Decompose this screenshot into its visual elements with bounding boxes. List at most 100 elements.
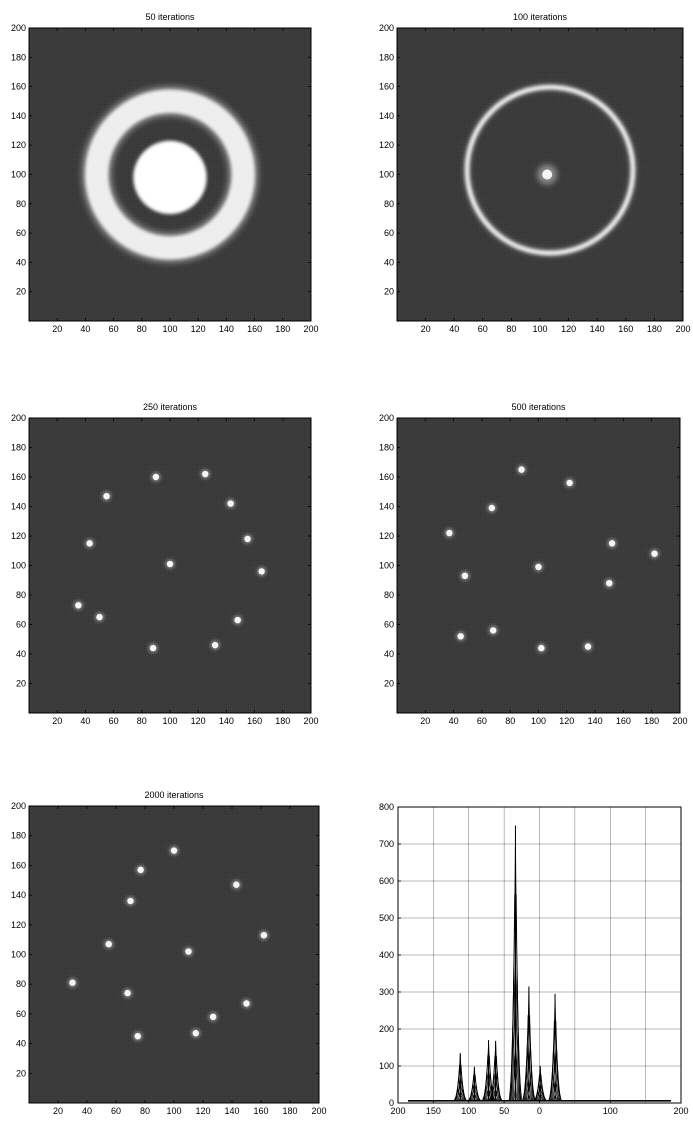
spot [234,616,241,624]
peak [488,1040,503,1101]
x-tick-label: 100 [166,1106,181,1116]
y-tick-label: 600 [379,876,394,886]
heatmap-content [464,84,636,256]
spot [134,1032,141,1040]
heatmap-content [67,845,269,1042]
y-tick-label: 0 [389,1098,394,1108]
spot [185,948,192,955]
y-tick-label: 160 [11,472,26,482]
x-tick-label: 80 [140,1106,150,1116]
x-tick-label: 60 [111,1106,121,1116]
x-tick-label: 50 [499,1106,509,1116]
y-tick-label: 60 [16,228,26,238]
x-tick-label: 40 [449,716,459,726]
y-tick-label: 60 [384,620,394,630]
y-tick-label: 160 [11,860,26,870]
y-tick-label: 60 [384,228,394,238]
x-tick-label: 160 [253,1106,268,1116]
x-tick-label: 200 [673,1106,688,1116]
peak [453,1053,467,1101]
x-tick-label: 140 [219,324,234,334]
x-tick-label: 40 [80,716,90,726]
spot [535,563,542,571]
y-tick-label: 40 [384,649,394,659]
y-tick-label: 80 [384,199,394,209]
y-tick-label: 40 [16,1039,26,1049]
y-tick-label: 20 [16,287,26,297]
spot [69,979,76,986]
x-tick-label: 180 [647,324,662,334]
y-tick-label: 180 [11,831,26,841]
panel-1: 20 40 60 80 100 120 140 160 180 200 20 40 60 80 100 120… [11,12,319,334]
x-tick-label: 200 [303,716,318,726]
spot [608,540,616,547]
y-tick-label: 100 [379,561,394,571]
y-tick-label: 200 [11,801,26,811]
x-tick-label: 160 [618,324,633,334]
spot [606,580,613,587]
y-tick-label: 100 [11,561,26,571]
y-tick-label: 20 [384,679,394,689]
spot [149,644,157,652]
spot [490,627,497,634]
y-tick-label: 80 [16,199,26,209]
x-tick-label: 200 [303,324,318,334]
x-tick-label: 140 [219,716,234,726]
y-tick-label: 500 [379,913,394,923]
y-tick-label: 160 [379,472,394,482]
y-tick-label: 120 [11,531,26,541]
y-tick-label: 40 [16,257,26,267]
x-tick-label: 200 [311,1106,326,1116]
x-tick-label: 40 [82,1106,92,1116]
spot [446,529,453,537]
x-tick-label: 40 [449,324,459,334]
x-tick-label: 140 [590,324,605,334]
y-tick-label: 100 [11,170,26,180]
spot [461,572,469,580]
y-tick-label: 180 [379,443,394,453]
y-tick-label: 80 [16,590,26,600]
spot [209,1013,217,1021]
spot [457,633,464,640]
spot [518,466,525,473]
y-tick-label: 700 [379,839,394,849]
x-tick-label: 160 [247,324,262,334]
peak [522,986,536,1101]
x-tick-label: 20 [52,324,62,334]
y-tick-label: 140 [379,111,394,121]
y-tick-label: 80 [16,979,26,989]
x-tick-label: 180 [282,1106,297,1116]
spot [124,989,131,997]
spot [488,504,496,512]
x-tick-label: 120 [191,324,206,334]
y-tick-label: 20 [384,287,394,297]
x-tick-label: 60 [478,324,488,334]
spot [227,500,234,507]
panel-5: 20 40 60 80 100 120 140 160 180 200 20 40 60 80 100 120… [11,790,327,1116]
heatmap-content [81,85,259,264]
spot [244,535,251,543]
x-tick-label: 20 [52,716,62,726]
x-tick-label: 100 [162,324,177,334]
y-tick-label: 60 [16,1009,26,1019]
spot [260,931,268,939]
x-tick-label: 20 [53,1106,63,1116]
spot [584,643,592,650]
peak [548,993,562,1101]
y-tick-label: 40 [16,649,26,659]
spot [233,881,240,888]
panel-title: 50 iterations [145,12,195,22]
y-tick-label: 200 [379,23,394,33]
spot [202,470,209,478]
spot [96,613,103,621]
x-tick-label: 200 [675,324,690,334]
y-tick-label: 200 [379,1024,394,1034]
heatmap-content [444,464,660,654]
spot [170,847,178,854]
x-tick-label: 180 [275,324,290,334]
panel-title: 250 iterations [143,402,198,412]
spot [566,479,573,487]
x-tick-label: 160 [616,716,631,726]
peak [508,825,523,1101]
